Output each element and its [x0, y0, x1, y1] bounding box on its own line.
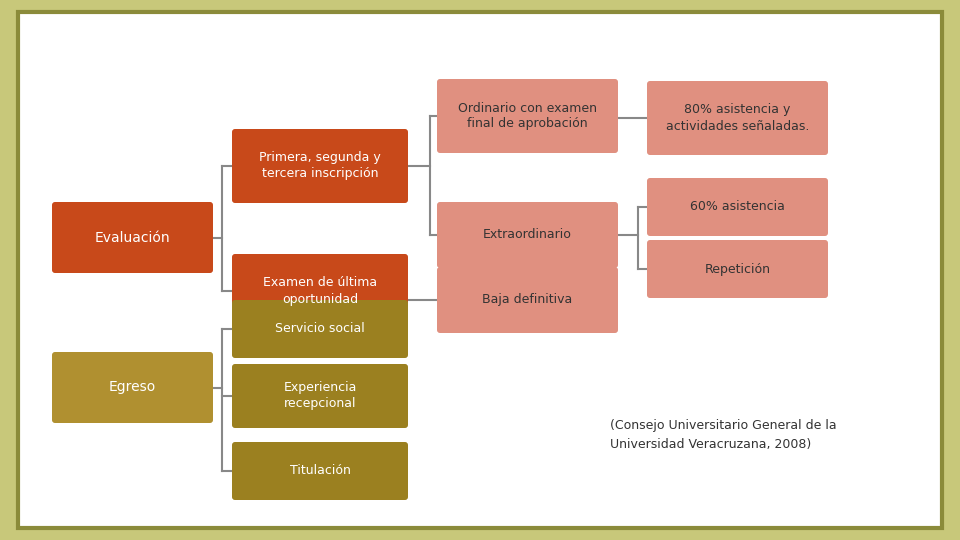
FancyBboxPatch shape: [647, 240, 828, 298]
FancyBboxPatch shape: [647, 178, 828, 236]
FancyBboxPatch shape: [52, 352, 213, 423]
FancyBboxPatch shape: [437, 79, 618, 153]
FancyBboxPatch shape: [232, 254, 408, 328]
FancyBboxPatch shape: [232, 129, 408, 203]
Text: Examen de última
oportunidad: Examen de última oportunidad: [263, 276, 377, 306]
FancyBboxPatch shape: [52, 202, 213, 273]
Text: Titulación: Titulación: [290, 464, 350, 477]
Text: Repetición: Repetición: [705, 262, 771, 275]
Text: Extraordinario: Extraordinario: [483, 228, 572, 241]
FancyBboxPatch shape: [18, 12, 942, 528]
Text: Servicio social: Servicio social: [276, 322, 365, 335]
FancyBboxPatch shape: [647, 81, 828, 155]
Text: (Consejo Universitario General de la
Universidad Veracruzana, 2008): (Consejo Universitario General de la Uni…: [610, 419, 836, 451]
FancyBboxPatch shape: [437, 202, 618, 268]
Text: Primera, segunda y
tercera inscripción: Primera, segunda y tercera inscripción: [259, 152, 381, 180]
FancyBboxPatch shape: [232, 364, 408, 428]
Text: Egreso: Egreso: [108, 381, 156, 395]
Text: Ordinario con examen
final de aprobación: Ordinario con examen final de aprobación: [458, 102, 597, 131]
Text: 80% asistencia y
actividades señaladas.: 80% asistencia y actividades señaladas.: [666, 104, 809, 132]
Text: Experiencia
recepcional: Experiencia recepcional: [283, 381, 357, 410]
Text: 60% asistencia: 60% asistencia: [690, 200, 785, 213]
FancyBboxPatch shape: [437, 267, 618, 333]
Text: Evaluación: Evaluación: [95, 231, 170, 245]
Text: Baja definitiva: Baja definitiva: [482, 294, 572, 307]
FancyBboxPatch shape: [232, 442, 408, 500]
FancyBboxPatch shape: [232, 300, 408, 358]
